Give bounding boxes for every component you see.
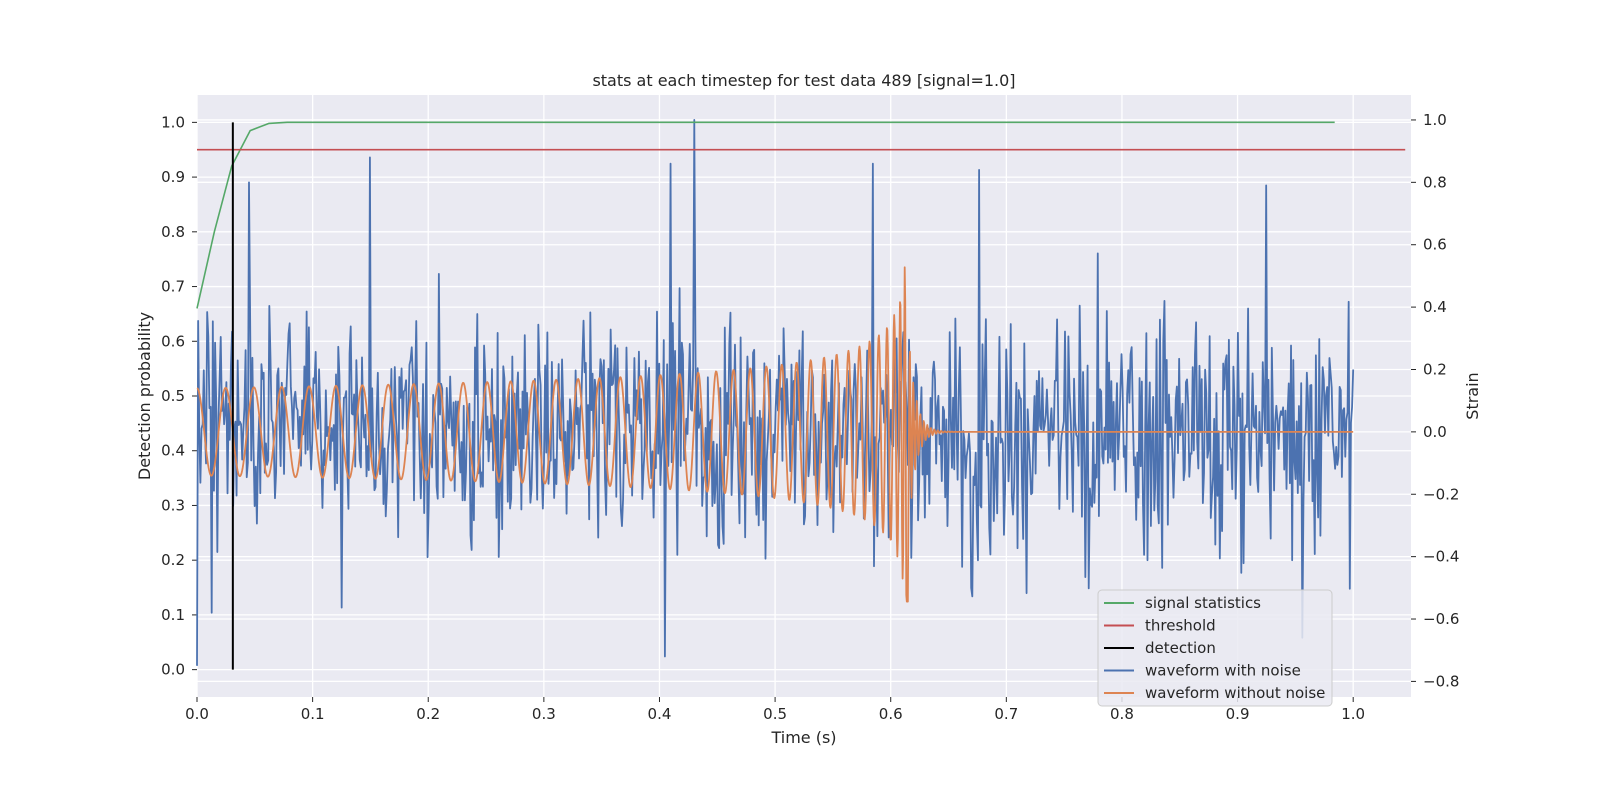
x-tick-label: 0.3	[532, 705, 556, 723]
x-tick-label: 0.7	[994, 705, 1018, 723]
legend: signal statistics threshold detection wavef…	[1097, 589, 1333, 707]
y2-tick-label: −0.8	[1423, 672, 1459, 690]
legend-box	[1097, 589, 1333, 707]
y-tick-label: 0.4	[161, 442, 185, 460]
legend-label: signal statistics	[1145, 594, 1261, 612]
y-tick-label: 0.0	[161, 661, 185, 679]
y2-tick-label: −0.6	[1423, 610, 1459, 628]
x-tick-label: 0.8	[1110, 705, 1134, 723]
x-tick-label: 0.9	[1226, 705, 1250, 723]
series-waveform-without-noise	[196, 266, 1354, 603]
series-layer	[196, 119, 1406, 670]
y-tick-label: 0.2	[161, 551, 185, 569]
x-tick-label: 0.2	[416, 705, 440, 723]
y2-tick-label: 0.0	[1423, 423, 1447, 441]
x-tick-label: 0.6	[879, 705, 903, 723]
chart-title: stats at each timestep for test data 489…	[592, 71, 1015, 90]
y2-tick-label: 1.0	[1423, 111, 1447, 129]
y2-tick-label: −0.2	[1423, 485, 1459, 503]
y-tick-label: 0.7	[161, 278, 185, 296]
y2-tick-label: 0.6	[1423, 236, 1447, 254]
y-tick-label: 0.8	[161, 223, 185, 241]
y-tick-label: 0.9	[161, 168, 185, 186]
x-axis-label: Time (s)	[770, 728, 836, 747]
y-tick-label: 0.3	[161, 496, 185, 514]
legend-label: detection	[1145, 639, 1216, 657]
x-tick-label: 0.4	[648, 705, 672, 723]
y-tick-label: 0.1	[161, 606, 185, 624]
x-tick-label: 0.1	[301, 705, 325, 723]
series-signal-statistics	[196, 121, 1335, 309]
y2-axis-label: Strain	[1463, 372, 1482, 419]
x-tick-label: 0.0	[185, 705, 209, 723]
x-tick-label: 1.0	[1341, 705, 1365, 723]
y2-tick-label: 0.8	[1423, 173, 1447, 191]
legend-label: waveform without noise	[1145, 684, 1325, 702]
x-axis: 0.0 0.1 0.2 0.3 0.4 0.5 0.6 0.7 0.8 0.9 1.0	[185, 697, 1365, 723]
y2-tick-label: 0.2	[1423, 360, 1447, 378]
x-tick-label: 0.5	[763, 705, 787, 723]
legend-label: waveform with noise	[1145, 662, 1301, 680]
y-tick-label: 0.5	[161, 387, 185, 405]
y-tick-label: 1.0	[161, 113, 185, 131]
y2-tick-label: 0.4	[1423, 298, 1447, 316]
y-axis-label: Detection probability	[135, 312, 154, 480]
legend-label: threshold	[1145, 617, 1216, 635]
y-tick-label: 0.6	[161, 332, 185, 350]
y-axis-left: 0.0 0.1 0.2 0.3 0.4 0.5 0.6 0.7 0.8 0.9 1.0	[161, 113, 197, 679]
series-waveform-with-noise	[196, 119, 1355, 666]
y2-tick-label: −0.4	[1423, 548, 1459, 566]
y-axis-right: −0.8 −0.6 −0.4 −0.2 0.0 0.2 0.4 0.6 0.8 1.0	[1411, 111, 1459, 690]
